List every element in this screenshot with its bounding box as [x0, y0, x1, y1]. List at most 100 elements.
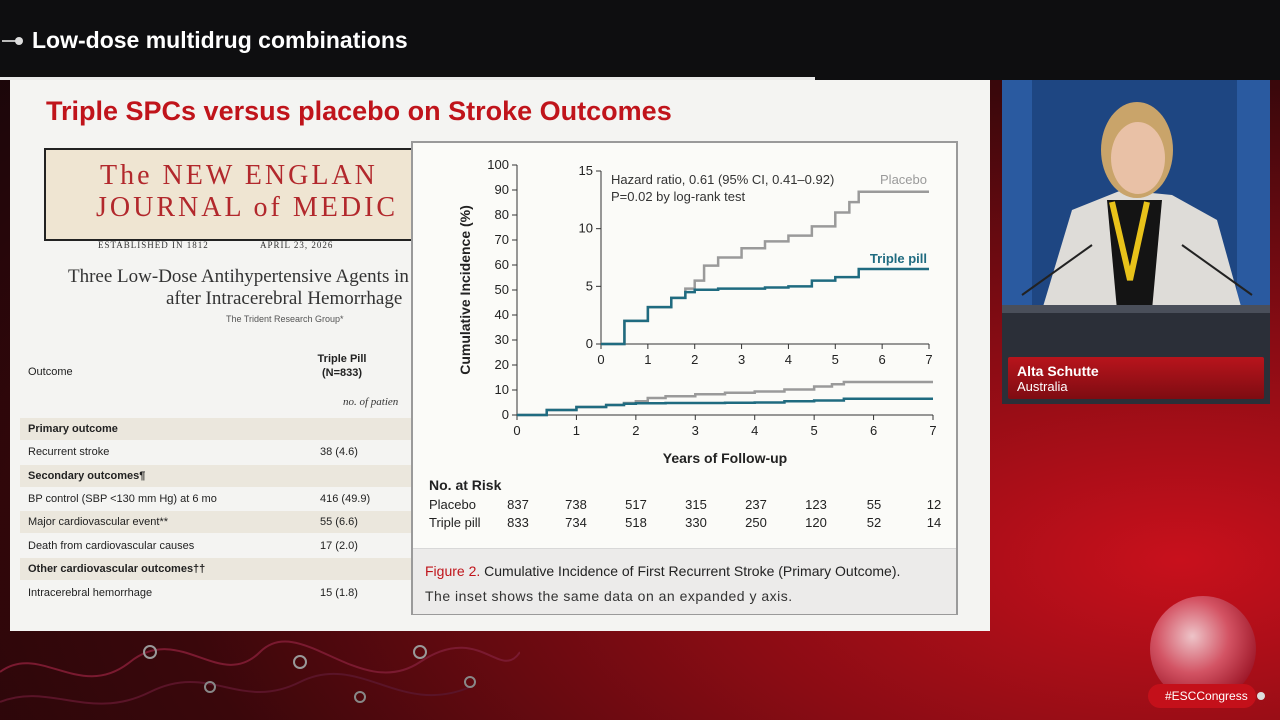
risk-cell: 330: [685, 515, 707, 530]
x-tick-label: 3: [692, 423, 699, 438]
inset-x-tick-label: 3: [738, 352, 745, 367]
table-cell-label: BP control (SBP <130 mm Hg) at 6 mo: [28, 493, 217, 505]
inset-x-tick-label: 7: [925, 352, 932, 367]
inset-y-tick-label: 10: [579, 221, 593, 236]
article-authors: The Trident Research Group*: [226, 314, 344, 324]
figure-caption: Figure 2. Cumulative Incidence of First …: [413, 548, 956, 614]
article-title-line1: Three Low-Dose Antihypertensive Agents i…: [68, 266, 409, 287]
risk-cell: 833: [507, 515, 529, 530]
table-cell-label: Recurrent stroke: [28, 446, 110, 458]
y-tick-label: 100: [487, 157, 509, 172]
hashtag-badge: [1148, 684, 1256, 708]
journal-name-line2: JOURNAL of MEDIC: [96, 192, 399, 223]
inset-y-tick-label: 5: [586, 278, 593, 293]
session-top-bar: [0, 0, 1280, 80]
risk-cell: 123: [805, 497, 827, 512]
risk-cell: 237: [745, 497, 767, 512]
article-title-line2: after Intracerebral Hemorrhage: [166, 288, 403, 309]
table-units: no. of patien: [343, 396, 399, 408]
table-row: Recurrent stroke 38 (4.6): [20, 441, 420, 463]
table-cell-label: Death from cardiovascular causes: [28, 540, 195, 552]
table-cell-label: Other cardiovascular outcomes††: [28, 563, 206, 575]
y-tick-label: 70: [495, 232, 509, 247]
risk-cell: 738: [565, 497, 587, 512]
table-cell-value: 55 (6.6): [320, 516, 358, 528]
y-tick-label: 60: [495, 257, 509, 272]
speaker-name: Alta Schutte: [1017, 363, 1099, 379]
risk-cell: 734: [565, 515, 587, 530]
figure-label: Figure 2.: [425, 563, 481, 579]
risk-cell: 518: [625, 515, 647, 530]
table-row: Death from cardiovascular causes 17 (2.0…: [20, 535, 420, 557]
table-cell-value: 38 (4.6): [320, 446, 358, 458]
journal-date: APRIL 23, 2026: [260, 240, 334, 250]
series-label-triple-pill: Triple pill: [870, 251, 927, 266]
x-axis-label: Years of Follow-up: [663, 450, 787, 466]
y-tick-label: 80: [495, 207, 509, 222]
x-tick-label: 5: [811, 423, 818, 438]
hashtag-label: #ESCCongress: [1165, 689, 1248, 703]
y-tick-label: 0: [502, 407, 509, 422]
session-marker-dot: [15, 37, 23, 45]
table-row: Major cardiovascular event** 55 (6.6): [20, 511, 420, 533]
x-tick-label: 4: [751, 423, 758, 438]
table-cell-label: Intracerebral hemorrhage: [28, 587, 153, 599]
inset-y-tick-label: 15: [579, 163, 593, 178]
x-tick-label: 2: [632, 423, 639, 438]
risk-cell: 517: [625, 497, 647, 512]
risk-cell: 120: [805, 515, 827, 530]
inset-series-line-triple-pill: [601, 267, 929, 346]
figure-caption-heading: Cumulative Incidence of First Recurrent …: [484, 563, 901, 579]
risk-row-label: Triple pill: [429, 515, 481, 530]
x-tick-label: 7: [929, 423, 936, 438]
y-tick-label: 10: [495, 382, 509, 397]
table-row: Primary outcome: [20, 418, 420, 440]
hazard-ratio-text: Hazard ratio, 0.61 (95% CI, 0.41–0.92): [611, 172, 834, 187]
risk-row-label: Placebo: [429, 497, 476, 512]
series-label-placebo: Placebo: [880, 172, 927, 187]
figure-caption-body: The inset shows the same data on an expa…: [425, 588, 793, 604]
table-cell-value: 15 (1.8): [320, 587, 358, 599]
table-cell-label: Primary outcome: [28, 423, 118, 435]
slide-title: Triple SPCs versus placebo on Stroke Out…: [46, 96, 672, 126]
table-cell-label: Major cardiovascular event**: [28, 516, 169, 528]
table-header-outcome: Outcome: [28, 366, 73, 378]
figure-panel: 0 10 20 30 40 50 60 70 80 90 100 0 1 2 3 4 5 6 7 Years of F…: [411, 141, 958, 615]
y-tick-label: 50: [495, 282, 509, 297]
inset-x-tick-label: 5: [832, 352, 839, 367]
inset-x-tick-label: 0: [597, 352, 604, 367]
speaker-country: Australia: [1017, 379, 1068, 394]
hashtag-dot: [1257, 692, 1265, 700]
series-line-triple-pill: [517, 397, 933, 417]
x-tick-label: 0: [513, 423, 520, 438]
journal-masthead: The NEW ENGLAN JOURNAL of MEDIC: [44, 148, 468, 241]
risk-cell: 12: [927, 497, 941, 512]
table-cell-value: 416 (49.9): [320, 493, 371, 505]
session-title: Low-dose multidrug combinations: [32, 27, 408, 53]
table-cell-value: 17 (2.0): [320, 540, 358, 552]
risk-table-header: No. at Risk: [429, 477, 502, 493]
y-axis-label: Cumulative Incidence (%): [457, 205, 473, 375]
table-row: Secondary outcomes¶: [20, 465, 420, 487]
decorative-network-graphic: [0, 640, 520, 705]
table-row: BP control (SBP <130 mm Hg) at 6 mo 416 …: [20, 488, 420, 510]
y-tick-label: 30: [495, 332, 509, 347]
speaker-scene: [1002, 80, 1270, 404]
risk-cell: 837: [507, 497, 529, 512]
session-marker-line: [2, 40, 22, 42]
table-header-pill-n: (N=833): [321, 367, 363, 379]
table-header-pill-name: Triple Pill: [317, 353, 367, 365]
risk-cell: 315: [685, 497, 707, 512]
p-value-text: P=0.02 by log-rank test: [611, 189, 745, 204]
inset-x-tick-label: 4: [785, 352, 792, 367]
inset-x-tick-label: 1: [644, 352, 651, 367]
table-row: Intracerebral hemorrhage 15 (1.8): [20, 582, 420, 604]
x-tick-label: 6: [870, 423, 877, 438]
y-tick-label: 40: [495, 307, 509, 322]
figure-caption-title: Figure 2. Cumulative Incidence of First …: [425, 563, 900, 579]
table-header-triple-pill: Triple Pill (N=833): [310, 352, 374, 380]
table-row: Other cardiovascular outcomes††: [20, 558, 420, 580]
x-tick-label: 1: [573, 423, 580, 438]
speaker-lower-third: [1008, 357, 1264, 399]
